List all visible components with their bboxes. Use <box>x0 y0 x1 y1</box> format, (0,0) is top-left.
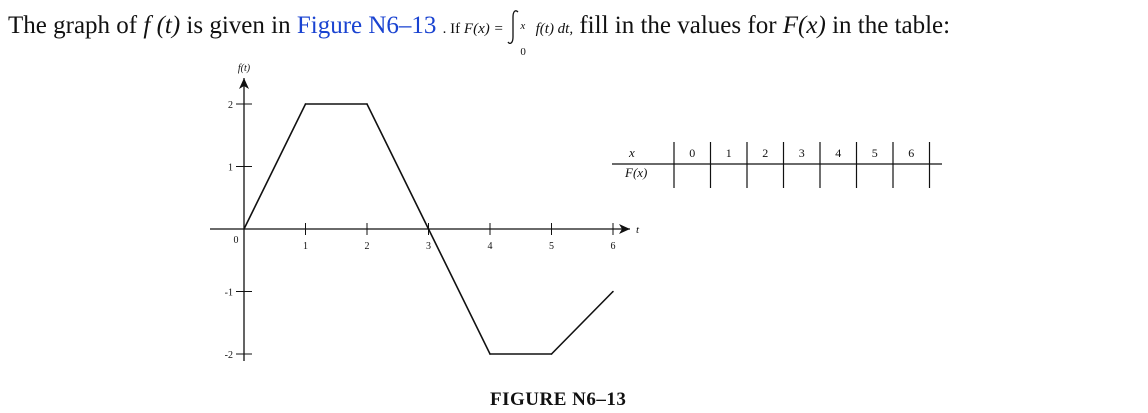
figure-link[interactable]: Figure N6–13 <box>296 12 437 39</box>
data-point <box>550 353 553 355</box>
problem-text-1: The graph of <box>8 12 138 39</box>
integral-lower-limit: 0 <box>520 46 526 58</box>
table-column-header: 1 <box>726 146 732 160</box>
problem-text-2: is given in <box>186 12 297 39</box>
integral-icon <box>507 10 519 44</box>
problem-text-4: fill in the values for <box>579 12 783 39</box>
figure-caption: FIGURE N6–13 <box>490 389 627 410</box>
function-graph: 1 2 3 4 5 6 2 1 -1 -2 0 t f(t) <box>210 63 640 361</box>
problem-ft: f (t) <box>143 12 181 39</box>
problem-statement: The graph of f (t) is given in Figure N6… <box>8 6 951 58</box>
table-column-header: 4 <box>835 146 841 160</box>
table-column-header: 6 <box>908 146 914 160</box>
origin-label: 0 <box>234 235 239 246</box>
y-tick-label: 1 <box>228 163 233 174</box>
table-column-header: 0 <box>689 146 695 160</box>
problem-Fx: F(x) <box>782 12 826 39</box>
data-point <box>304 103 307 105</box>
table-row-label-Fx: F(x) <box>624 165 647 180</box>
x-tick-label: 1 <box>303 241 308 252</box>
data-point <box>612 290 614 293</box>
table-column-header: 2 <box>762 146 768 160</box>
data-point <box>427 228 430 230</box>
Fx-definition: F(x) = <box>463 21 508 37</box>
x-axis-arrow-icon <box>619 224 630 234</box>
y-axis-label: f(t) <box>238 63 251 74</box>
data-point <box>489 353 491 355</box>
y-tick-label: -2 <box>225 350 233 361</box>
table-row-label-x: x <box>628 145 635 160</box>
problem-text-3: . If <box>442 21 464 37</box>
data-point <box>366 103 368 105</box>
value-table: x F(x) 0 1 2 3 4 5 6 <box>612 142 942 188</box>
table-column-header: 3 <box>799 146 805 160</box>
problem-text-5: in the table: <box>832 12 951 39</box>
integral-sign: x 0 <box>507 9 529 58</box>
y-tick-label: 2 <box>228 100 233 111</box>
x-tick-label: 3 <box>426 241 431 252</box>
x-tick-label: 2 <box>365 241 370 252</box>
integral-upper-limit: x <box>520 20 526 32</box>
y-axis-arrow-icon <box>239 78 249 89</box>
x-axis-label: t <box>636 224 640 236</box>
x-tick-label: 5 <box>549 241 554 252</box>
x-tick-label: 4 <box>488 241 493 252</box>
integrand: f(t) dt, <box>535 21 574 37</box>
y-tick-label: -1 <box>225 288 233 299</box>
data-point <box>243 228 245 230</box>
x-tick-label: 6 <box>611 241 616 252</box>
table-column-header: 5 <box>872 146 878 160</box>
